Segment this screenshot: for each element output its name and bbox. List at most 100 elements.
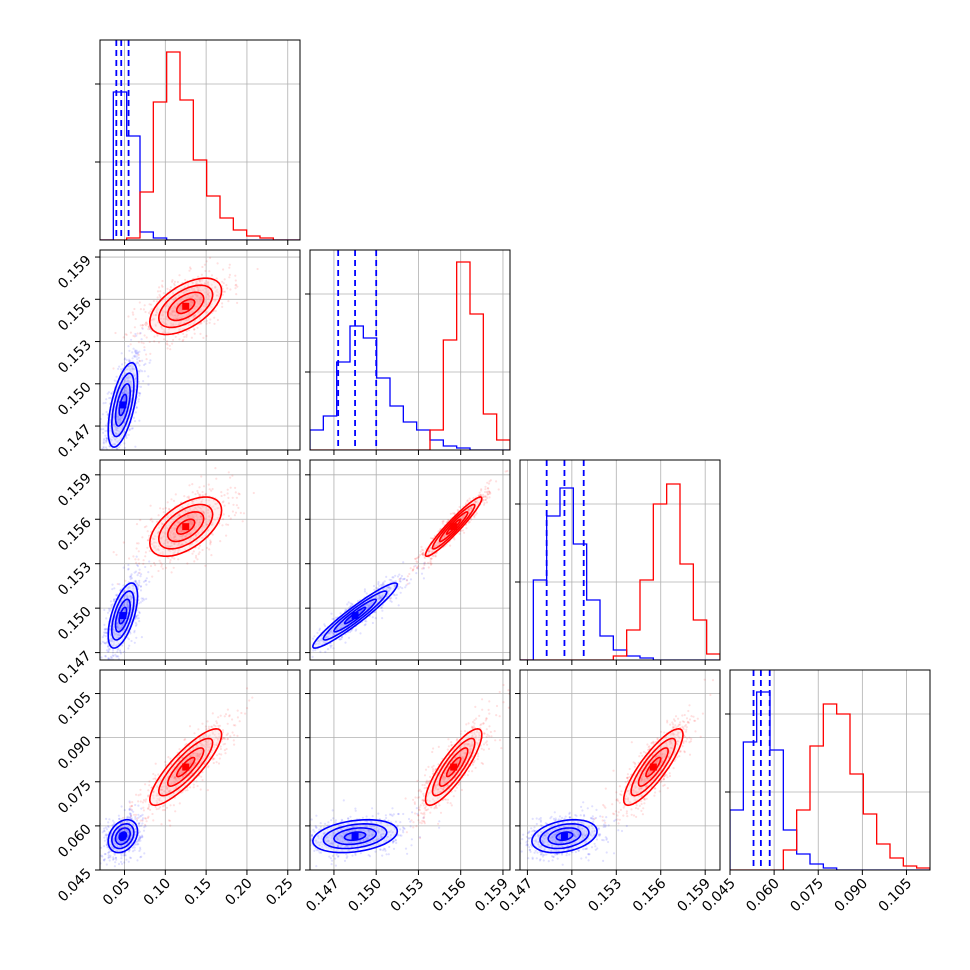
red-sample-point: [205, 334, 208, 338]
red-sample-point: [470, 506, 473, 509]
red-sample-point: [200, 322, 203, 325]
red-sample-point: [437, 530, 440, 533]
blue-sample-point: [119, 652, 122, 655]
red-sample-point: [168, 533, 171, 536]
blue-sample-point: [126, 835, 129, 838]
red-sample-point: [222, 518, 225, 521]
blue-sample-point: [120, 862, 124, 866]
blue-sample-point: [134, 377, 137, 380]
red-sample-point: [474, 499, 477, 503]
red-sample-point: [183, 515, 187, 518]
blue-sample-point: [117, 839, 120, 842]
red-sample-point: [198, 544, 201, 547]
red-sample-point: [141, 536, 144, 539]
red-sample-point: [134, 317, 137, 321]
blue-sample-point: [344, 608, 347, 611]
blue-sample-point: [381, 584, 384, 587]
blue-sample-point: [126, 834, 129, 838]
blue-sample-point: [399, 580, 402, 583]
red-sample-point: [480, 489, 483, 492]
red-sample-point: [412, 565, 416, 568]
red-sample-point: [462, 516, 465, 519]
x-tick-label: 0.060: [743, 876, 783, 916]
blue-sample-point: [126, 596, 129, 599]
blue-sample-point: [397, 604, 400, 607]
red-sample-point: [207, 283, 210, 286]
blue-sample-point: [371, 621, 374, 625]
blue-sample-point: [284, 665, 286, 667]
blue-sample-point: [136, 352, 139, 355]
red-sample-point: [187, 317, 190, 320]
blue-sample-point: [117, 849, 120, 852]
red-sample-point: [192, 307, 195, 310]
red-sample-point: [216, 507, 219, 510]
red-sample-point: [205, 523, 208, 527]
red-sample-point: [169, 314, 172, 317]
red-sample-point: [414, 557, 417, 560]
blue-sample-point: [118, 418, 121, 421]
blue-sample-point: [142, 580, 146, 583]
blue-sample-point: [130, 606, 133, 610]
red-sample-point: [189, 301, 192, 304]
blue-sample-point: [104, 424, 108, 427]
red-sample-point: [190, 301, 193, 304]
red-sample-point: [482, 493, 485, 496]
blue-sample-point: [148, 361, 151, 364]
red-sample-point: [186, 532, 189, 536]
red-sample-point: [187, 323, 190, 326]
blue-sample-point: [125, 595, 128, 598]
red-sample-point: [199, 308, 202, 311]
red-sample-point: [231, 474, 234, 477]
blue-sample-point: [115, 440, 118, 443]
red-sample-point: [164, 322, 167, 325]
blue-sample-point: [124, 854, 127, 857]
red-sample-point: [419, 550, 422, 553]
red-sample-point: [192, 316, 195, 319]
red-sample-point: [181, 291, 185, 294]
red-sample-point: [124, 333, 127, 336]
blue-sample-point: [143, 826, 146, 829]
red-sample-point: [177, 514, 181, 517]
blue-sample-point: [105, 649, 108, 652]
blue-sample-point: [122, 392, 125, 395]
blue-sample-point: [329, 644, 332, 647]
red-sample-point: [183, 291, 186, 294]
blue-sample-point: [327, 632, 331, 635]
red-sample-point: [172, 338, 175, 342]
blue-sample-point: [128, 800, 131, 803]
red-sample-point: [482, 495, 485, 499]
red-sample-point: [174, 527, 177, 530]
blue-sample-point: [141, 813, 144, 816]
red-sample-point: [186, 510, 189, 513]
red-sample-point: [135, 561, 138, 564]
panel-content: [100, 467, 255, 660]
red-sample-point: [173, 524, 176, 527]
red-sample-point: [177, 313, 180, 316]
blue-sample-point: [138, 849, 141, 853]
red-sample-point: [438, 543, 441, 546]
blue-sample-point: [137, 840, 140, 843]
red-sample-point: [200, 500, 204, 503]
red-sample-point: [171, 342, 174, 345]
red-sample-point: [159, 317, 162, 320]
red-sample-point: [162, 310, 165, 313]
red-sample-point: [195, 305, 198, 309]
blue-sample-point: [332, 647, 335, 650]
red-sample-point: [408, 572, 411, 576]
blue-sample-point: [101, 413, 104, 416]
blue-sample-point: [116, 622, 119, 625]
red-sample-point: [179, 328, 182, 331]
red-sample-point: [453, 512, 456, 515]
blue-sample-point: [127, 379, 130, 382]
red-sample-point: [204, 564, 207, 567]
red-sample-point: [178, 294, 181, 297]
red-sample-point: [186, 289, 189, 292]
blue-sample-point: [121, 623, 125, 626]
blue-sample-point: [387, 589, 391, 592]
blue-sample-point: [313, 635, 316, 638]
red-sample-point: [159, 295, 162, 298]
red-sample-point: [203, 291, 206, 294]
red-sample-point: [204, 303, 207, 306]
blue-sample-point: [128, 585, 131, 588]
blue-sample-point: [120, 805, 123, 808]
